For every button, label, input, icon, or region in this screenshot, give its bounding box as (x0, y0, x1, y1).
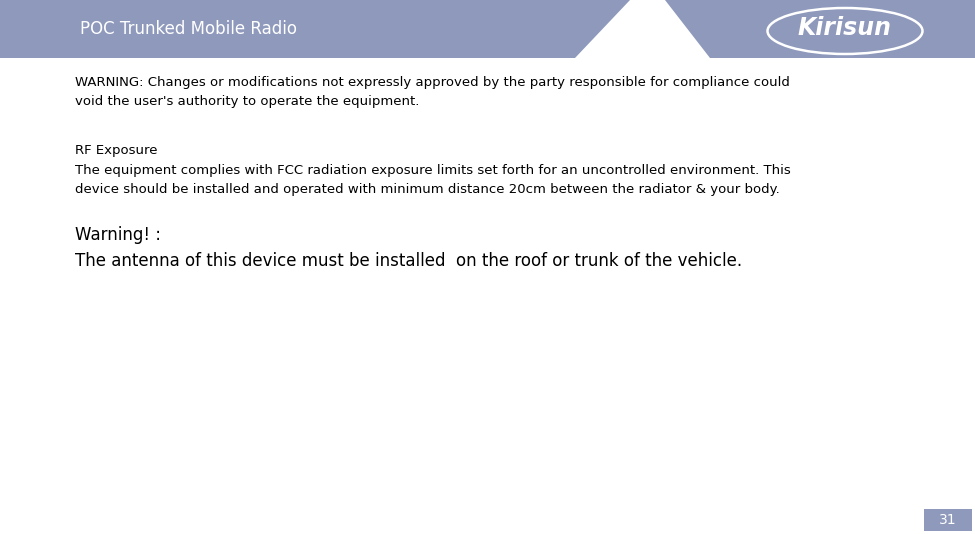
Text: The antenna of this device must be installed  on the roof or trunk of the vehicl: The antenna of this device must be insta… (75, 252, 742, 270)
Text: Kirisun: Kirisun (798, 16, 892, 40)
Text: 31: 31 (939, 513, 956, 527)
FancyBboxPatch shape (924, 509, 972, 531)
Text: The equipment complies with FCC radiation exposure limits set forth for an uncon: The equipment complies with FCC radiatio… (75, 164, 791, 196)
Polygon shape (0, 0, 630, 58)
Text: RF Exposure: RF Exposure (75, 144, 158, 157)
Text: WARNING: Changes or modifications not expressly approved by the party responsibl: WARNING: Changes or modifications not ex… (75, 76, 790, 108)
Text: Warning! :: Warning! : (75, 226, 161, 244)
Polygon shape (665, 0, 975, 58)
Text: POC Trunked Mobile Radio: POC Trunked Mobile Radio (80, 20, 297, 38)
